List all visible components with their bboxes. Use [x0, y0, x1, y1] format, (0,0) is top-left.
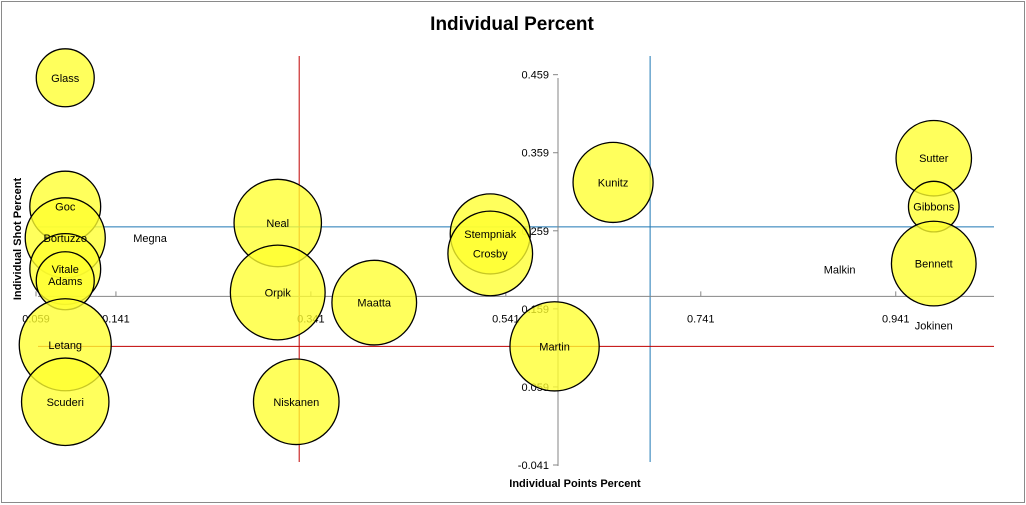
y-tick-label: -0.041 — [518, 460, 549, 472]
data-label-bortuzzo: Bortuzzo — [44, 233, 87, 245]
bubble-martin — [509, 301, 600, 392]
data-label-kunitz: Kunitz — [598, 177, 629, 189]
bubble-glass — [35, 48, 95, 108]
data-label-gibbons: Gibbons — [913, 202, 954, 214]
x-tick-label: 0.541 — [492, 313, 520, 325]
data-label-goc: Goc — [55, 202, 76, 214]
data-label-neal: Neal — [266, 218, 289, 230]
data-label-scuderi: Scuderi — [47, 397, 84, 409]
data-label-malkin: Malkin — [824, 265, 856, 277]
chart-title: Individual Percent — [430, 14, 594, 35]
data-label-martin: Martin — [539, 341, 570, 353]
x-axis-title: Individual Points Percent — [509, 478, 641, 490]
data-label-stempniak: Stempniak — [464, 229, 516, 241]
bubble-orpik — [229, 244, 326, 341]
bubble-scuderi — [20, 357, 110, 447]
bubble-kunitz — [572, 141, 654, 224]
data-label-glass: Glass — [51, 73, 80, 85]
x-tick-label: 0.941 — [882, 313, 910, 325]
data-label-bennett: Bennett — [915, 259, 953, 271]
data-label-jokinen: Jokinen — [915, 321, 953, 333]
y-tick-label: 0.359 — [521, 148, 549, 160]
x-tick-label: 0.741 — [687, 313, 715, 325]
data-label-maatta: Maatta — [357, 298, 392, 310]
data-label-vitale: Vitale — [52, 264, 79, 276]
data-label-megna: Megna — [133, 233, 168, 245]
bubble-bennett — [890, 220, 977, 307]
data-label-sutter: Sutter — [919, 153, 949, 165]
bubble-crosby — [447, 210, 534, 297]
data-label-adams: Adams — [48, 276, 83, 288]
data-label-crosby: Crosby — [473, 248, 508, 260]
bubble-niskanen — [252, 358, 340, 446]
data-label-niskanen: Niskanen — [273, 397, 319, 409]
data-label-orpik: Orpik — [265, 287, 292, 299]
bubble-maatta — [331, 259, 418, 346]
data-label-letang: Letang — [48, 340, 82, 352]
y-tick-label: 0.459 — [521, 70, 549, 82]
x-tick-label: 0.141 — [102, 313, 130, 325]
